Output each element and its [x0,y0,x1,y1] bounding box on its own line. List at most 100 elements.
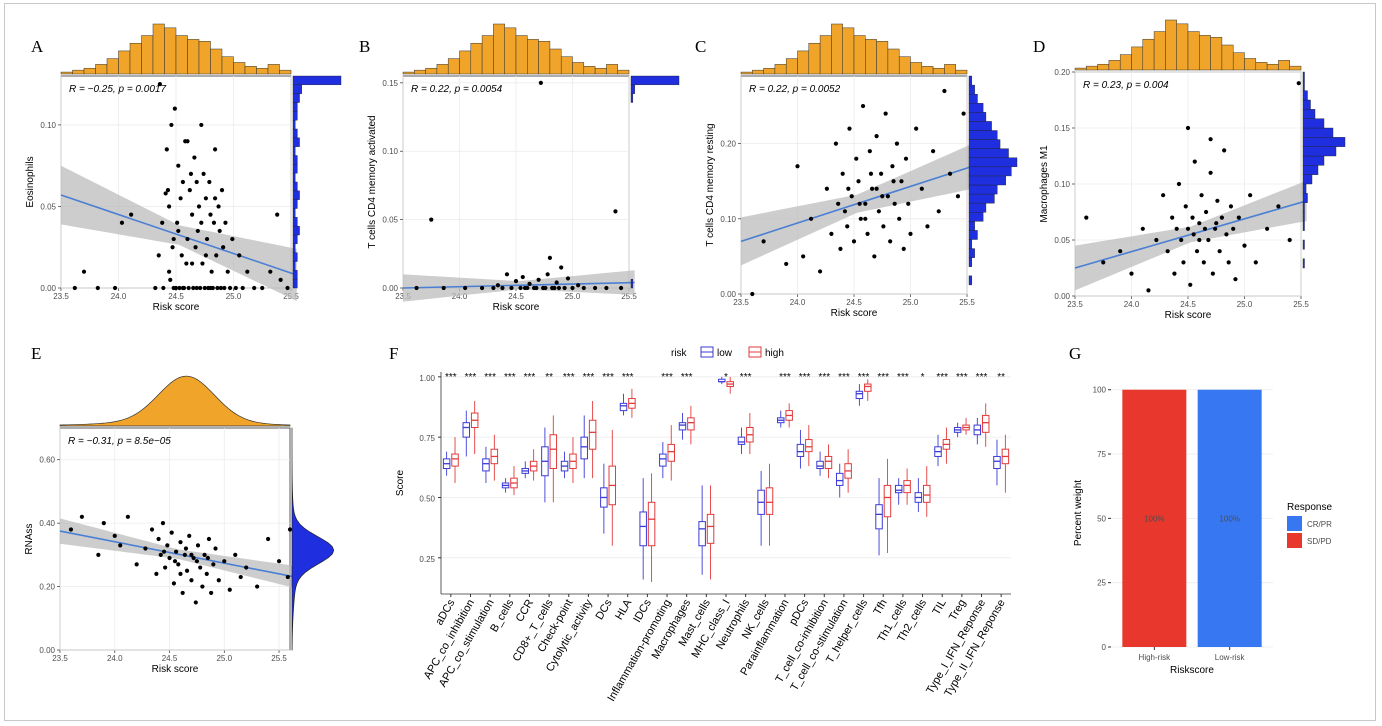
x-histogram-bar [60,71,73,75]
significance-marker: *** [524,372,536,383]
confidence-band [1075,180,1307,291]
x-histogram-bar [763,67,776,75]
y-histogram-bar [630,278,634,289]
x-tick-label: 25.5 [271,654,287,663]
x-histogram-bar [1199,35,1211,71]
y-histogram-bar [1302,258,1305,269]
data-point [170,245,175,250]
data-point [118,543,123,548]
y-tick-label: 0.20 [720,140,736,149]
data-point [784,261,789,267]
data-point [1197,221,1202,226]
data-point [260,285,265,291]
y-axis-label: RNAss [24,523,35,554]
panel-b: B23.524.024.525.025.50.000.050.100.15R =… [359,23,680,313]
data-point [153,285,158,291]
x-histogram-bar [106,58,119,75]
data-point [849,194,854,199]
data-point [842,209,848,214]
data-point [903,156,909,161]
data-point [184,261,189,266]
data-point [1140,226,1145,231]
data-point [164,147,169,152]
box-iqr [765,487,774,515]
data-point [203,253,208,258]
significance-marker: *** [877,372,889,383]
data-point [200,261,205,266]
x-axis-label: Risk score [153,302,200,313]
panel-f: F0.250.500.751.00Score***aDCs***APC_co_i… [389,344,1011,704]
data-point [203,196,208,201]
data-point [204,571,209,576]
data-point [901,246,906,251]
data-point [233,552,238,557]
data-point [163,191,168,196]
data-point [182,552,187,557]
y-tick-label: 0.25 [419,555,435,564]
data-point [198,285,203,291]
box-iqr [619,402,628,412]
x-histogram-bar [1165,19,1177,71]
data-point [154,571,159,576]
x-histogram-bar [402,71,415,75]
x-histogram-bar [221,56,234,75]
panel-g: G 0 25 50 75 100 100% High-risk 100% Low-riskRisk… [1069,344,1332,676]
x-tick-label: 23.5 [53,292,69,301]
x-histogram-bar [1074,67,1087,71]
x-histogram-bar [819,35,832,75]
x-histogram-bar [414,69,426,75]
data-point [441,285,446,291]
data-point [167,555,172,561]
y-axis-label: T cells CD4 memory activated [367,115,378,248]
data-point [500,285,505,291]
data-point [750,291,755,297]
x-histogram-bar [921,66,934,75]
x-histogram-bar [152,23,165,75]
data-point [184,568,190,573]
panel-letter: A [31,37,44,56]
y-histogram-bar [1302,239,1305,250]
data-point [161,285,166,291]
y-histogram-bar [1302,118,1325,129]
significance-marker: *** [681,372,693,383]
data-point [227,587,232,592]
y-histogram-bar [292,208,296,218]
correlation-annotation: R = 0.22, p = 0.0052 [749,84,841,95]
box-iqr [659,453,667,467]
y-histogram-bar [968,93,978,104]
box-iqr [549,434,558,470]
data-point [554,280,559,285]
data-point [227,285,233,291]
data-point [1265,226,1270,231]
x-histogram-bar [560,56,573,75]
x-axis-label: Risk score [493,302,540,313]
x-histogram-bar [617,69,630,75]
correlation-annotation: R = −0.25, p = 0.0017 [69,84,166,95]
legend: risk low high [671,346,784,359]
data-point [230,236,235,242]
data-point [208,285,213,291]
data-point [167,204,172,209]
x-histogram-bar [164,27,177,75]
x-tick-label: 23.5 [733,298,749,307]
y-histogram-bar [292,84,302,94]
data-point [846,186,851,191]
x-histogram-bar [606,64,618,75]
data-point [222,559,227,564]
data-point [255,584,260,589]
significance-marker: *** [504,372,516,383]
data-point [858,216,863,221]
data-point [215,285,220,291]
x-histogram-bar [470,42,483,75]
box-iqr [855,390,864,400]
y-histogram-bar [292,93,300,103]
data-point [593,285,598,291]
regression-line [60,194,298,276]
x-tick-label: 24.0 [111,292,127,301]
data-point [1226,260,1231,265]
data-point [189,578,194,583]
box-iqr [923,484,931,503]
correlation-annotation: R = 0.23, p = 0.004 [1083,80,1169,91]
panel-a: A23.524.024.525.025.50.000.050.10R = −0.… [25,23,342,313]
data-point [143,546,148,551]
